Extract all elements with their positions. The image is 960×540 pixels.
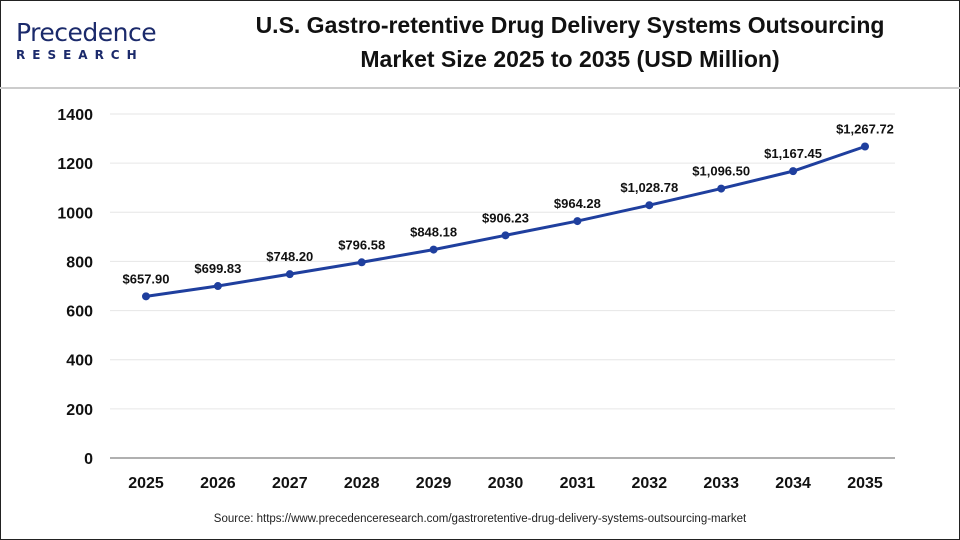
logo-text: Precedence (16, 18, 157, 47)
header-divider (0, 87, 960, 89)
y-tick-label: 800 (66, 254, 93, 271)
data-point (717, 184, 726, 193)
data-label: $1,096.50 (692, 164, 750, 179)
title-line-2: Market Size 2025 to 2035 (USD Million) (360, 46, 780, 72)
data-label: $848.18 (410, 225, 457, 240)
y-tick-label: 400 (66, 353, 93, 370)
x-tick-label: 2034 (775, 475, 811, 492)
data-label: $1,167.45 (764, 146, 822, 161)
x-tick-label: 2027 (272, 475, 308, 492)
y-tick-label: 1000 (57, 205, 93, 222)
y-tick-label: 1200 (57, 156, 93, 173)
y-tick-label: 600 (66, 304, 93, 321)
data-point (861, 142, 869, 151)
data-label: $1,028.78 (620, 180, 678, 195)
data-point (357, 258, 366, 267)
x-tick-label: 2029 (416, 475, 452, 492)
x-tick-label: 2035 (847, 475, 883, 492)
data-label: $1,267.72 (836, 122, 894, 137)
data-label: $906.23 (482, 210, 529, 225)
data-point (213, 282, 222, 291)
source-note: Source: https://www.precedenceresearch.c… (213, 513, 747, 525)
data-point (789, 167, 798, 176)
logo: Precedence RESEARCH (16, 18, 166, 63)
data-label: $657.90 (123, 271, 170, 286)
y-tick-label: 1400 (57, 107, 93, 124)
x-tick-label: 2028 (344, 475, 380, 492)
data-label: $699.83 (194, 261, 241, 276)
data-point (142, 292, 150, 301)
y-tick-label: 0 (84, 451, 93, 468)
data-point (573, 217, 582, 226)
data-label: $748.20 (266, 249, 313, 264)
data-point (429, 245, 438, 254)
x-tick-label: 2025 (128, 475, 164, 492)
x-tick-label: 2026 (200, 475, 236, 492)
data-point (645, 201, 654, 210)
data-point (285, 270, 294, 279)
x-tick-label: 2030 (488, 475, 524, 492)
data-point (501, 231, 510, 240)
chart-title: U.S. Gastro-retentive Drug Delivery Syst… (210, 8, 930, 76)
title-line-1: U.S. Gastro-retentive Drug Delivery Syst… (255, 12, 885, 38)
x-tick-label: 2031 (560, 475, 596, 492)
x-tick-label: 2033 (703, 475, 739, 492)
y-tick-label: 200 (66, 402, 93, 419)
x-tick-label: 2032 (632, 475, 668, 492)
data-label: $796.58 (338, 237, 385, 252)
data-label: $964.28 (554, 196, 601, 211)
logo-subtext: RESEARCH (16, 48, 144, 62)
